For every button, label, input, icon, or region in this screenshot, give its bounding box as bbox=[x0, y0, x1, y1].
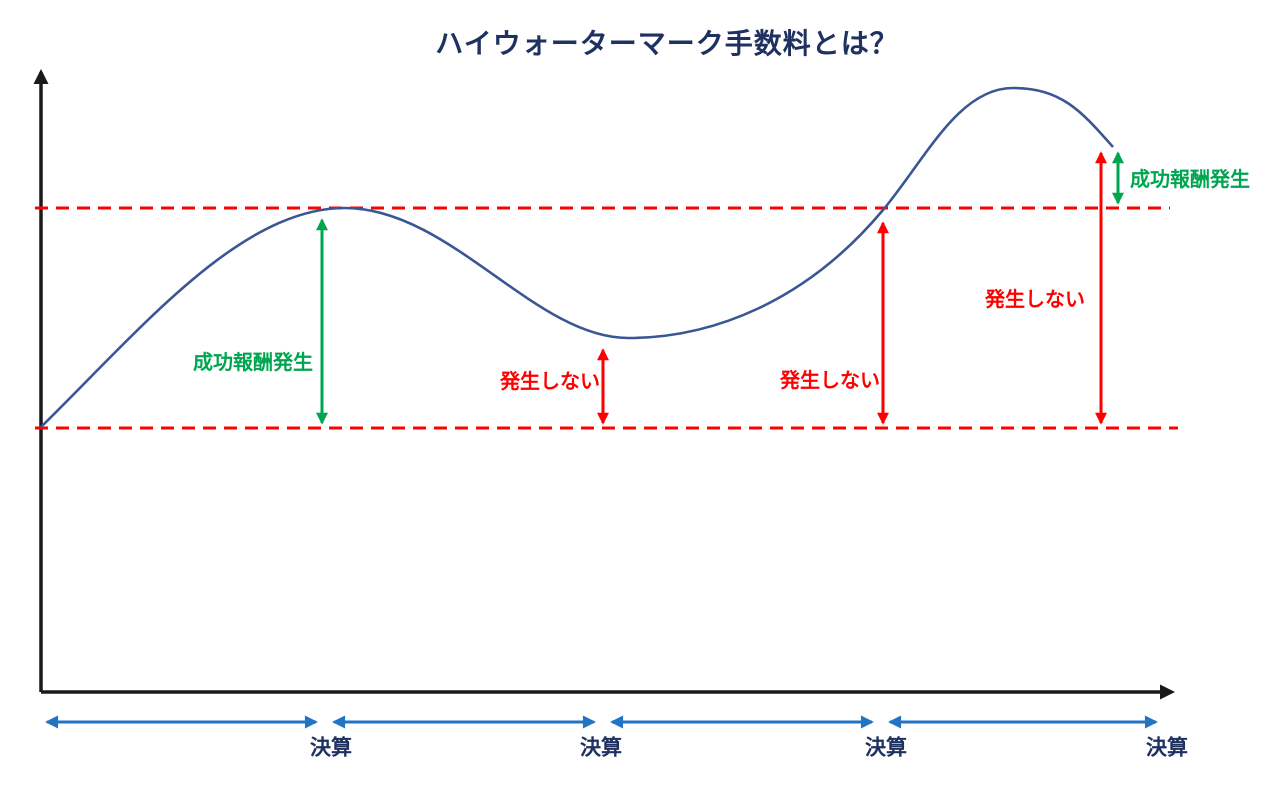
settlement-label-4: 決算 bbox=[1146, 735, 1188, 760]
settlement-label-2: 決算 bbox=[580, 735, 622, 760]
settlement-label-1: 決算 bbox=[310, 735, 352, 760]
fund-value-curve bbox=[40, 86, 1114, 428]
annotation-no-fee-1: 発生しない bbox=[500, 369, 600, 393]
settlement-label-3: 決算 bbox=[865, 735, 907, 760]
annotation-no-fee-3: 発生しない bbox=[985, 287, 1085, 311]
page-title: ハイウォーターマーク手数料とは？ bbox=[435, 27, 899, 60]
annotation-fee-occurs-2: 成功報酬発生 bbox=[1130, 167, 1250, 191]
annotation-fee-occurs-1: 成功報酬発生 bbox=[193, 350, 313, 374]
annotation-no-fee-2: 発生しない bbox=[780, 368, 880, 392]
